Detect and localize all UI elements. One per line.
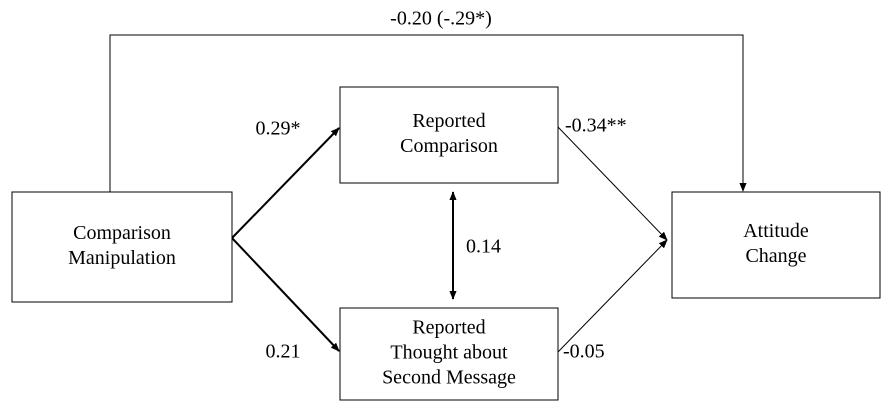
node-label: Comparison [73,222,171,244]
labels: Comparison Manipulation Reported Comparison… [68,8,809,389]
node-label: Comparison [400,135,498,157]
edge-label: -0.20 (-.29*) [390,8,492,30]
edge-label: -0.34** [565,115,627,137]
node-label: Thought about [390,342,508,364]
path-to-thought [231,237,340,352]
node-label: Change [745,245,806,267]
edge-label: 0.21 [266,341,301,363]
node-label: Reported [412,110,485,132]
comparison-to-change [557,126,668,241]
node-label: Reported [412,317,485,339]
node-box [671,191,881,299]
edge-label: -0.05 [563,341,605,363]
edge-label: 0.29* [256,118,301,140]
node-box [339,86,559,184]
node-box [339,307,559,401]
edge-label: 0.14 [466,236,501,258]
node-box [11,191,233,303]
thought-to-change [557,239,668,353]
node-label: Second Message [382,367,516,389]
node-label: Attitude [743,220,809,242]
path-to-comparison [231,127,340,239]
node-label: Manipulation [68,247,176,269]
direct-path [109,34,747,192]
